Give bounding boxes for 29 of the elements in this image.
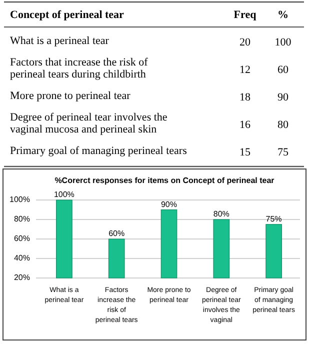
chart-title: %Corerct responses for items on Concept of perineal tear — [54, 176, 274, 185]
text: Freq — [234, 9, 258, 21]
y-tick-label: 80% — [14, 214, 30, 224]
data-label: 90 — [278, 91, 289, 104]
data-label: 90% — [160, 200, 178, 209]
text: % — [278, 9, 288, 21]
data-label: 80 — [278, 118, 289, 131]
category-label: What is a perineal tear — [10, 34, 110, 46]
text: Concept of perineal tear — [10, 9, 124, 21]
data-label: 100 — [274, 36, 292, 48]
data-label: 16 — [240, 118, 251, 131]
y-tick-label: 60% — [14, 234, 30, 244]
data-label: 60 — [278, 64, 289, 76]
y-tick-label: 20% — [14, 273, 30, 282]
data-label: 20 — [240, 36, 251, 48]
category-label: More prone to perineal tear — [10, 89, 131, 102]
data-label: 75 — [278, 146, 289, 158]
data-label: 80% — [213, 210, 230, 218]
data-label: 60% — [108, 229, 125, 238]
data-label: 100% — [54, 190, 74, 199]
y-tick-label: 40% — [14, 254, 30, 263]
category-label: Factors that increase the risk of perineal tears during childbirth — [10, 56, 148, 80]
category-label: Degree of perineal tear involves the vaginal mucosa and perineal skin — [10, 110, 168, 135]
category-label: Primary goal of managing perineal tears — [10, 144, 187, 156]
data-label: 18 — [240, 91, 251, 104]
data-label: 75% — [266, 214, 282, 224]
data-label: 15 — [240, 146, 251, 158]
y-tick-label: 100% — [10, 195, 30, 204]
data-label: 12 — [240, 64, 250, 76]
